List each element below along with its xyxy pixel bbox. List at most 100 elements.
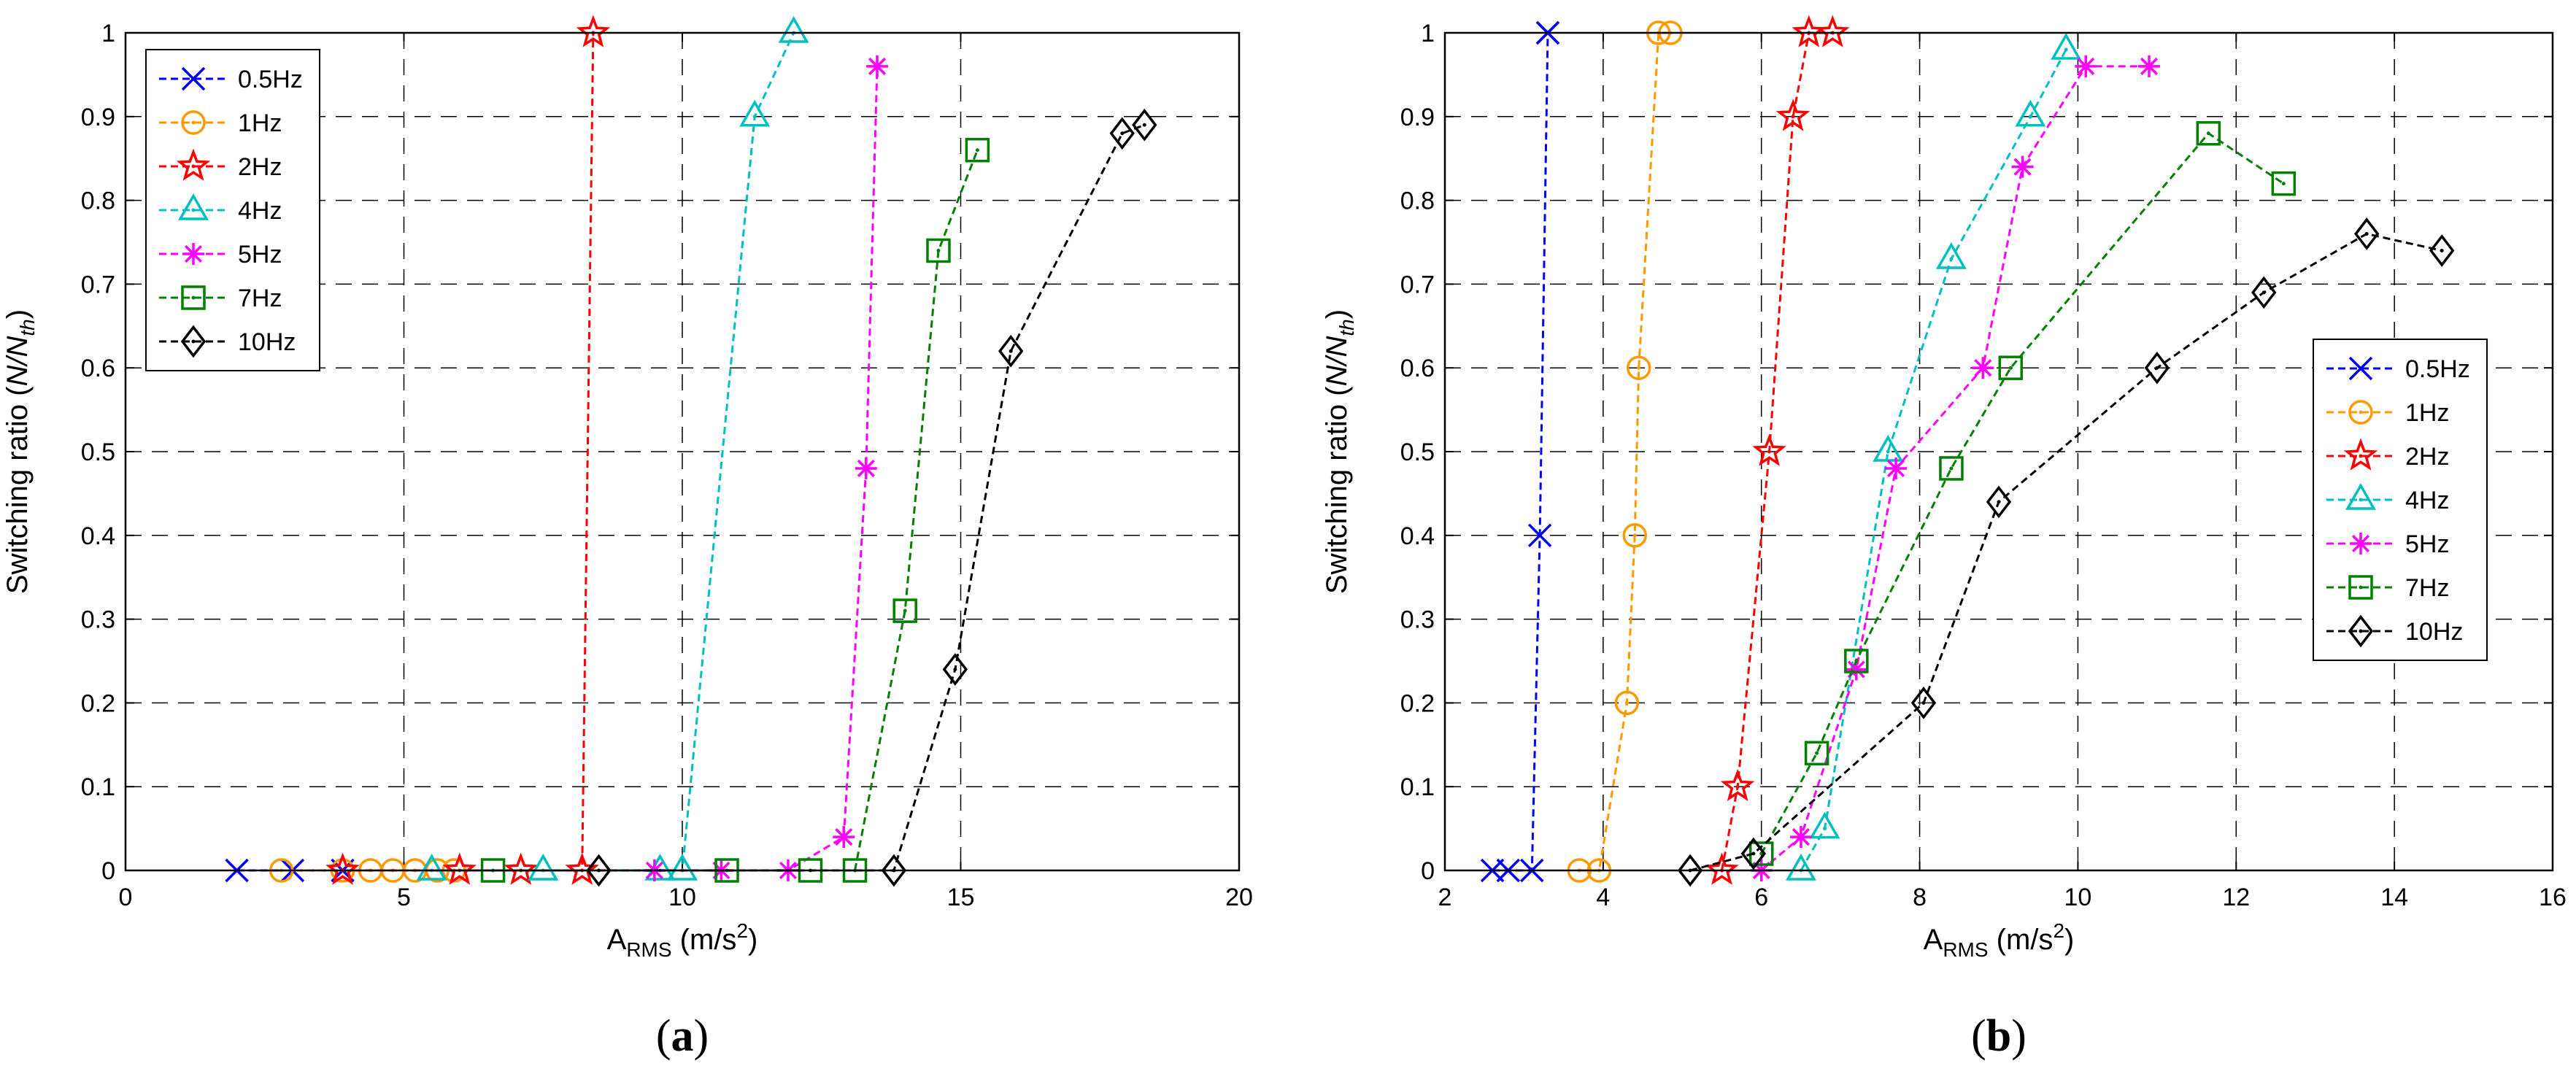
data-point (778, 15, 809, 43)
data-point (1527, 523, 1552, 548)
data-dot (2364, 232, 2369, 236)
legend-item: 10Hz (2326, 614, 2463, 648)
legend-item: 0.5Hz (2326, 355, 2470, 383)
data-point (881, 854, 907, 887)
data-point (1972, 357, 1994, 379)
data-point (504, 852, 539, 885)
legend-label: 1Hz (2405, 399, 2449, 427)
legend: 0.5Hz 1Hz 2Hz 4Hz 5Hz 7Hz 10Hz (2313, 339, 2488, 661)
x-axis-label: ARMS (m/s2) (607, 919, 758, 961)
data-point (2138, 55, 2161, 77)
legend-dot (2359, 498, 2363, 502)
data-point (2251, 276, 2277, 309)
y-tick-label: 0.3 (81, 606, 115, 634)
y-tick-label: 0.2 (1400, 689, 1435, 717)
data-point (866, 55, 889, 77)
x-tick-label: 10 (2064, 884, 2092, 911)
legend-item: 2Hz (2326, 438, 2449, 471)
data-dot (2028, 115, 2032, 119)
data-point (739, 99, 771, 127)
data-dot (1767, 449, 1772, 454)
y-tick-label: 0.4 (1400, 522, 1435, 550)
data-point (2075, 55, 2097, 77)
legend-item: 0.5Hz (159, 66, 303, 93)
x-tick-label: 14 (2380, 884, 2408, 911)
data-point (2196, 121, 2221, 146)
data-dot (1921, 700, 1926, 705)
data-point (1752, 433, 1786, 466)
legend-dot (2359, 629, 2363, 633)
series-line (1760, 65, 2149, 872)
data-dot (1751, 851, 1756, 856)
legend-dot (2359, 454, 2363, 458)
legend-marker (177, 193, 209, 220)
data-point (576, 15, 611, 47)
y-tick-label: 0.9 (1400, 104, 1435, 131)
data-point (1816, 15, 1850, 47)
data-dot (2261, 290, 2266, 295)
legend-label: 10Hz (2405, 618, 2463, 646)
legend-item: 1Hz (2326, 399, 2449, 427)
legend-marker (2348, 356, 2373, 381)
data-point (1998, 355, 2024, 380)
data-dot (953, 667, 957, 671)
data-point (1785, 853, 1816, 881)
y-tick-label: 0.1 (81, 773, 115, 801)
data-dot (1822, 827, 1827, 831)
data-dot (1735, 784, 1740, 789)
legend-label: 1Hz (238, 109, 282, 137)
data-point (1622, 523, 1647, 548)
data-dot (1949, 257, 1954, 261)
data-dot (1624, 700, 1629, 705)
data-point (1885, 457, 1908, 479)
x-tick-label: 6 (1754, 884, 1768, 911)
x-tick-label: 2 (1438, 884, 1452, 911)
legend-item: 7Hz (2326, 574, 2449, 602)
x-tick-label: 15 (947, 884, 975, 911)
legend: 0.5Hz 1Hz 2Hz 4Hz 5Hz 7Hz 10Hz (145, 49, 320, 371)
data-point (442, 852, 477, 885)
data-point (2144, 351, 2170, 385)
data-point (586, 854, 612, 887)
series-10Hz (1677, 217, 2455, 887)
y-tick-label: 1 (101, 20, 115, 47)
x-tick-label: 16 (2539, 884, 2567, 911)
data-point (325, 852, 360, 885)
y-tick-label: 0.9 (81, 104, 115, 131)
series-4Hz (1785, 32, 2082, 881)
legend-marker (2348, 400, 2373, 425)
data-point (892, 598, 917, 623)
data-point (2353, 217, 2380, 250)
data-point (926, 238, 951, 263)
data-dot (1949, 466, 1954, 471)
y-tick-label: 0.5 (1400, 439, 1435, 466)
legend-dot (191, 339, 196, 344)
data-dot (2064, 47, 2068, 52)
data-point (1845, 658, 1867, 681)
data-dot (2281, 182, 2286, 186)
data-dot (2440, 248, 2444, 252)
data-dot (1632, 533, 1637, 538)
legend-item: 2Hz (159, 148, 282, 181)
legend-marker (2350, 533, 2372, 555)
data-point (965, 137, 990, 163)
x-tick-label: 20 (1225, 884, 1253, 911)
data-point (1939, 456, 1964, 481)
data-point (942, 653, 968, 686)
data-dot (2008, 366, 2013, 370)
data-point (1720, 768, 1755, 801)
data-dot (975, 148, 979, 152)
data-dot (1009, 349, 1013, 353)
data-dot (1854, 659, 1859, 663)
y-tick-label: 0.7 (1400, 271, 1435, 298)
data-dot (752, 115, 757, 119)
data-dot (936, 248, 941, 252)
legend-label: 7Hz (2405, 574, 2449, 602)
legend-marker (2343, 438, 2378, 471)
legend-dot (191, 164, 196, 169)
legend-marker (181, 110, 206, 135)
data-point (2015, 99, 2046, 127)
legend-dot (191, 208, 196, 212)
legend-label: 5Hz (238, 241, 282, 268)
legend-label: 4Hz (238, 197, 282, 225)
